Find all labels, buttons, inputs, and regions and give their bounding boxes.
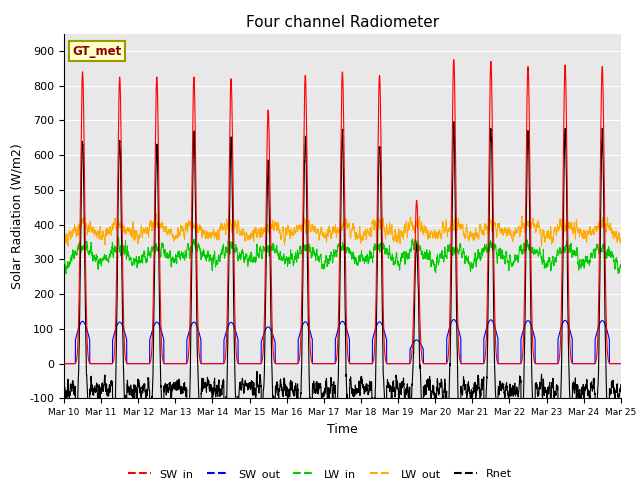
Rnet — [436, 381, 444, 387]
SW_in — [450, 57, 458, 62]
SW_in — [616, 361, 624, 367]
SW_out — [160, 361, 168, 367]
LW_in — [617, 262, 625, 267]
SW_in — [322, 361, 330, 367]
SW_in — [617, 361, 625, 367]
LW_out — [617, 240, 625, 246]
LW_out — [616, 236, 624, 242]
Line: Rnet: Rnet — [64, 121, 621, 428]
SW_in — [467, 361, 475, 367]
LW_in — [161, 253, 168, 259]
Rnet — [322, 382, 330, 388]
SW_out — [617, 361, 625, 367]
LW_out — [467, 231, 475, 237]
Text: GT_met: GT_met — [72, 45, 122, 58]
Line: LW_out: LW_out — [64, 213, 621, 246]
SW_in — [499, 361, 507, 367]
LW_in — [62, 271, 70, 276]
Rnet — [450, 119, 458, 124]
Line: SW_out: SW_out — [64, 320, 621, 364]
Line: SW_in: SW_in — [64, 60, 621, 364]
LW_in — [115, 234, 122, 240]
Legend: SW_in, SW_out, LW_in, LW_out, Rnet: SW_in, SW_out, LW_in, LW_out, Rnet — [124, 464, 516, 480]
SW_out — [450, 317, 458, 323]
Rnet — [369, 425, 376, 431]
Line: LW_in: LW_in — [64, 237, 621, 274]
Rnet — [60, 380, 68, 386]
X-axis label: Time: Time — [327, 423, 358, 436]
LW_in — [436, 253, 444, 259]
SW_out — [436, 361, 444, 367]
LW_in — [60, 257, 68, 263]
LW_in — [322, 255, 330, 261]
SW_out — [322, 361, 330, 367]
Rnet — [616, 388, 624, 394]
LW_out — [538, 243, 545, 249]
LW_out — [322, 232, 330, 238]
SW_in — [436, 361, 444, 367]
LW_out — [499, 231, 507, 237]
LW_out — [152, 210, 160, 216]
LW_out — [60, 238, 68, 243]
SW_in — [160, 361, 168, 367]
SW_in — [60, 361, 68, 367]
Title: Four channel Radiometer: Four channel Radiometer — [246, 15, 439, 30]
Rnet — [468, 387, 476, 393]
SW_out — [499, 361, 507, 367]
Rnet — [617, 382, 625, 387]
LW_out — [161, 224, 168, 229]
SW_out — [467, 361, 475, 367]
Rnet — [499, 386, 507, 392]
SW_out — [616, 361, 624, 367]
Y-axis label: Solar Radiation (W/m2): Solar Radiation (W/m2) — [11, 143, 24, 289]
Rnet — [160, 383, 168, 389]
LW_in — [499, 256, 507, 262]
LW_in — [468, 260, 476, 265]
SW_out — [60, 361, 68, 367]
LW_out — [436, 234, 444, 240]
LW_in — [616, 264, 624, 269]
